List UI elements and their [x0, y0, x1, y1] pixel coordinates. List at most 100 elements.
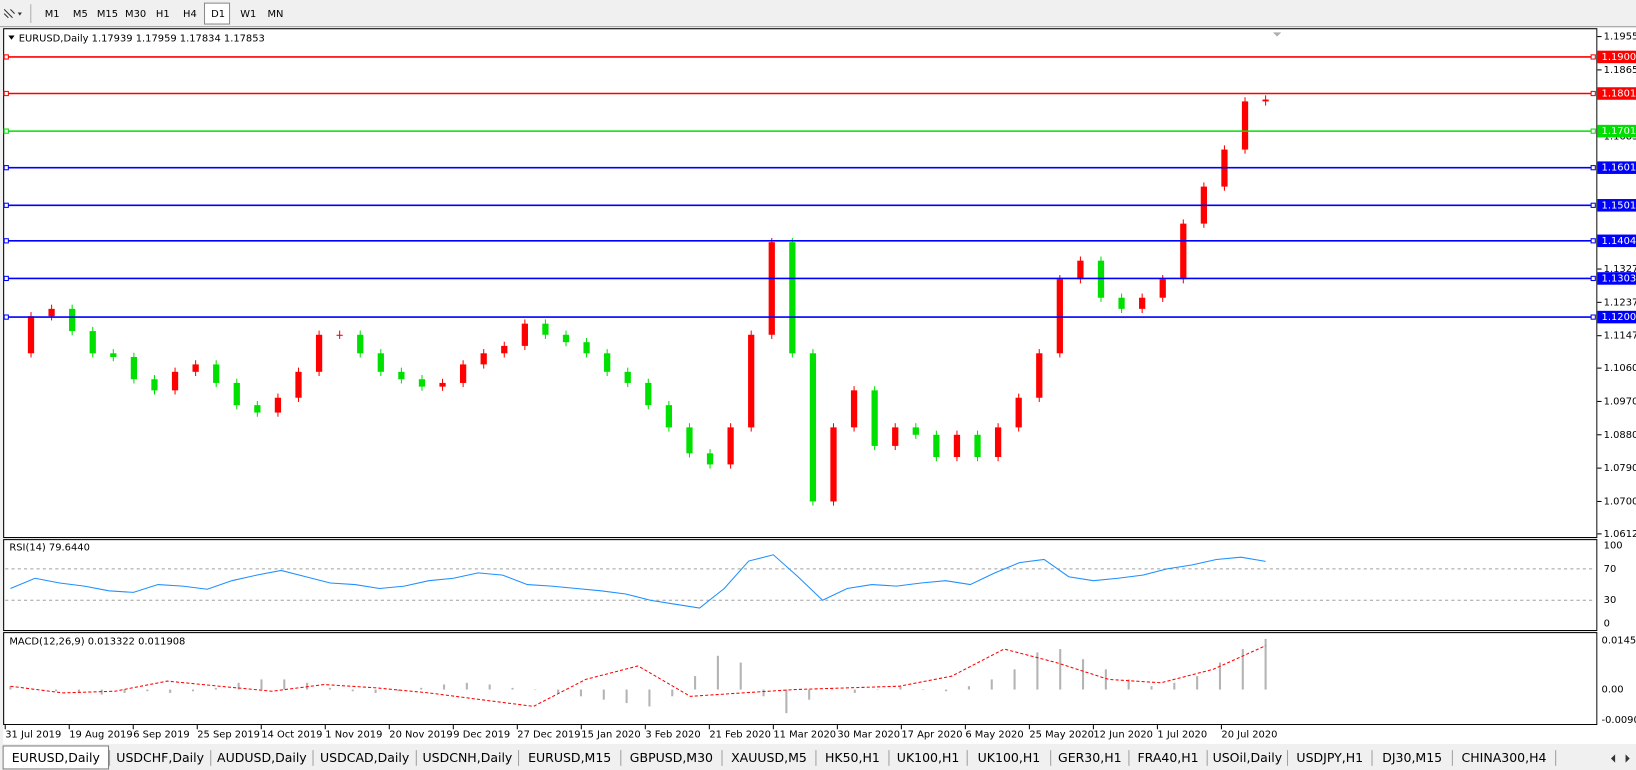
- timeframe-label[interactable]: M30: [125, 9, 146, 20]
- timeframe-label[interactable]: MN: [267, 9, 283, 20]
- date-label: 3 Feb 2020: [645, 729, 700, 740]
- tab[interactable]: [1051, 748, 1128, 768]
- tab-label[interactable]: FRA40,H1: [1137, 750, 1198, 765]
- timeframe-button[interactable]: [176, 3, 202, 25]
- timeframe-label[interactable]: H4: [183, 9, 197, 20]
- tab[interactable]: [1288, 748, 1371, 768]
- macd-bar: [853, 689, 856, 693]
- macd-bar: [511, 687, 514, 690]
- timeframe-button[interactable]: [121, 3, 149, 25]
- candle: [521, 323, 528, 346]
- tab[interactable]: [417, 748, 518, 768]
- tab-scroll-left[interactable]: [1610, 754, 1616, 763]
- tab-label[interactable]: EURUSD,M15: [528, 750, 611, 765]
- candle: [213, 364, 220, 383]
- tab[interactable]: [816, 748, 888, 768]
- macd-bar: [1059, 649, 1062, 690]
- level-handle[interactable]: [3, 238, 9, 244]
- timeframe-button[interactable]: [234, 3, 260, 25]
- shift-marker: [1272, 32, 1282, 37]
- rsi-axis-label: 70: [1604, 564, 1617, 575]
- tab[interactable]: [314, 748, 416, 768]
- tab[interactable]: [1453, 748, 1555, 768]
- tab-label[interactable]: USDJPY,H1: [1296, 750, 1363, 765]
- dropdown-arrow[interactable]: [17, 12, 22, 16]
- level-handle[interactable]: [1590, 54, 1596, 60]
- level-handle[interactable]: [1590, 238, 1596, 244]
- rsi-pane[interactable]: [3, 539, 1598, 632]
- candle: [459, 364, 467, 383]
- timeframe-label[interactable]: W1: [240, 9, 256, 20]
- tab[interactable]: [968, 748, 1050, 768]
- level-handle[interactable]: [1590, 165, 1596, 171]
- level-handle[interactable]: [1590, 314, 1596, 320]
- timeframe-button[interactable]: [149, 3, 175, 25]
- level-handle[interactable]: [3, 314, 9, 320]
- tab-label[interactable]: XAUUSD,M5: [731, 750, 807, 765]
- date-label: 20 Jul 2020: [1221, 729, 1277, 740]
- date-label: 15 Jan 2020: [581, 729, 640, 740]
- macd-title: MACD(12,26,9) 0.013322 0.011908: [9, 636, 185, 647]
- date-label: 25 Sep 2019: [197, 729, 260, 740]
- macd-bar: [648, 689, 651, 707]
- tab-label[interactable]: GBPUSD,M30: [630, 750, 713, 765]
- tool-icon[interactable]: [3, 9, 15, 19]
- tab-label[interactable]: USDCAD,Daily: [320, 750, 410, 765]
- tab-label[interactable]: USOil,Daily: [1213, 750, 1283, 765]
- price-label: 1.19550: [1604, 32, 1636, 43]
- level-handle[interactable]: [3, 128, 9, 134]
- timeframe-button[interactable]: [203, 2, 231, 25]
- tab-label[interactable]: GER30,H1: [1058, 750, 1122, 765]
- macd-bar: [146, 689, 149, 692]
- level-handle[interactable]: [3, 202, 9, 208]
- candle: [151, 379, 158, 391]
- main-chart-pane[interactable]: [3, 28, 1598, 539]
- macd-bar: [671, 689, 674, 697]
- tab[interactable]: [2, 745, 110, 770]
- macd-pane[interactable]: [3, 632, 1598, 726]
- level-handle[interactable]: [3, 54, 9, 60]
- price-label: 1.13275: [1604, 264, 1636, 275]
- timeframe-button[interactable]: [92, 3, 120, 25]
- tab-label[interactable]: CHINA300,H4: [1462, 750, 1547, 765]
- timeframe-label[interactable]: M1: [45, 9, 60, 20]
- tab-label[interactable]: AUDUSD,Daily: [217, 750, 307, 765]
- level-label-box: [1597, 199, 1636, 212]
- timeframe-button[interactable]: [38, 3, 64, 25]
- tab[interactable]: [1208, 748, 1287, 768]
- tab-scroll-right[interactable]: [1625, 754, 1630, 763]
- level-handle[interactable]: [3, 275, 9, 282]
- tab[interactable]: [211, 748, 312, 768]
- tab[interactable]: [110, 748, 210, 768]
- candle: [1262, 99, 1269, 102]
- timeframe-button[interactable]: [66, 3, 92, 25]
- timeframe-label[interactable]: H1: [156, 9, 170, 20]
- level-handle[interactable]: [1590, 202, 1596, 208]
- tab-label[interactable]: HK50,H1: [825, 750, 880, 765]
- date-label: 20 Nov 2019: [389, 729, 452, 740]
- level-handle[interactable]: [1590, 128, 1596, 134]
- tab[interactable]: [1129, 748, 1207, 768]
- tab[interactable]: [723, 748, 815, 768]
- tab-label[interactable]: EURUSD,Daily: [12, 750, 101, 765]
- level-handle[interactable]: [1590, 275, 1596, 282]
- tab[interactable]: [889, 748, 967, 768]
- tab[interactable]: [519, 748, 620, 768]
- tab-label[interactable]: DJ30,M15: [1382, 750, 1442, 765]
- level-handle[interactable]: [1590, 90, 1596, 97]
- timeframe-label[interactable]: D1: [211, 9, 225, 20]
- macd-bar: [77, 689, 80, 693]
- timeframe-button[interactable]: [261, 3, 287, 25]
- level-handle[interactable]: [3, 90, 9, 97]
- tab-label[interactable]: UK100,H1: [897, 750, 960, 765]
- tab[interactable]: [1373, 748, 1452, 768]
- tab-label[interactable]: UK100,H1: [978, 750, 1041, 765]
- tab-label[interactable]: USDCNH,Daily: [423, 750, 513, 765]
- rsi-title: RSI(14) 79.6440: [9, 542, 89, 553]
- tab[interactable]: [621, 748, 721, 768]
- level-handle[interactable]: [3, 165, 9, 171]
- timeframe-label[interactable]: M15: [97, 9, 118, 20]
- tab-label[interactable]: USDCHF,Daily: [116, 750, 204, 765]
- macd-bar: [169, 689, 172, 693]
- timeframe-label[interactable]: M5: [73, 9, 88, 20]
